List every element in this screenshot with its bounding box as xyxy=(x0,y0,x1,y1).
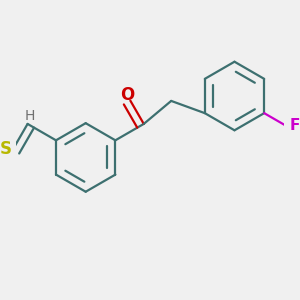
Text: H: H xyxy=(25,110,35,124)
Text: O: O xyxy=(120,86,134,104)
Text: F: F xyxy=(290,118,300,133)
Text: S: S xyxy=(0,140,12,158)
